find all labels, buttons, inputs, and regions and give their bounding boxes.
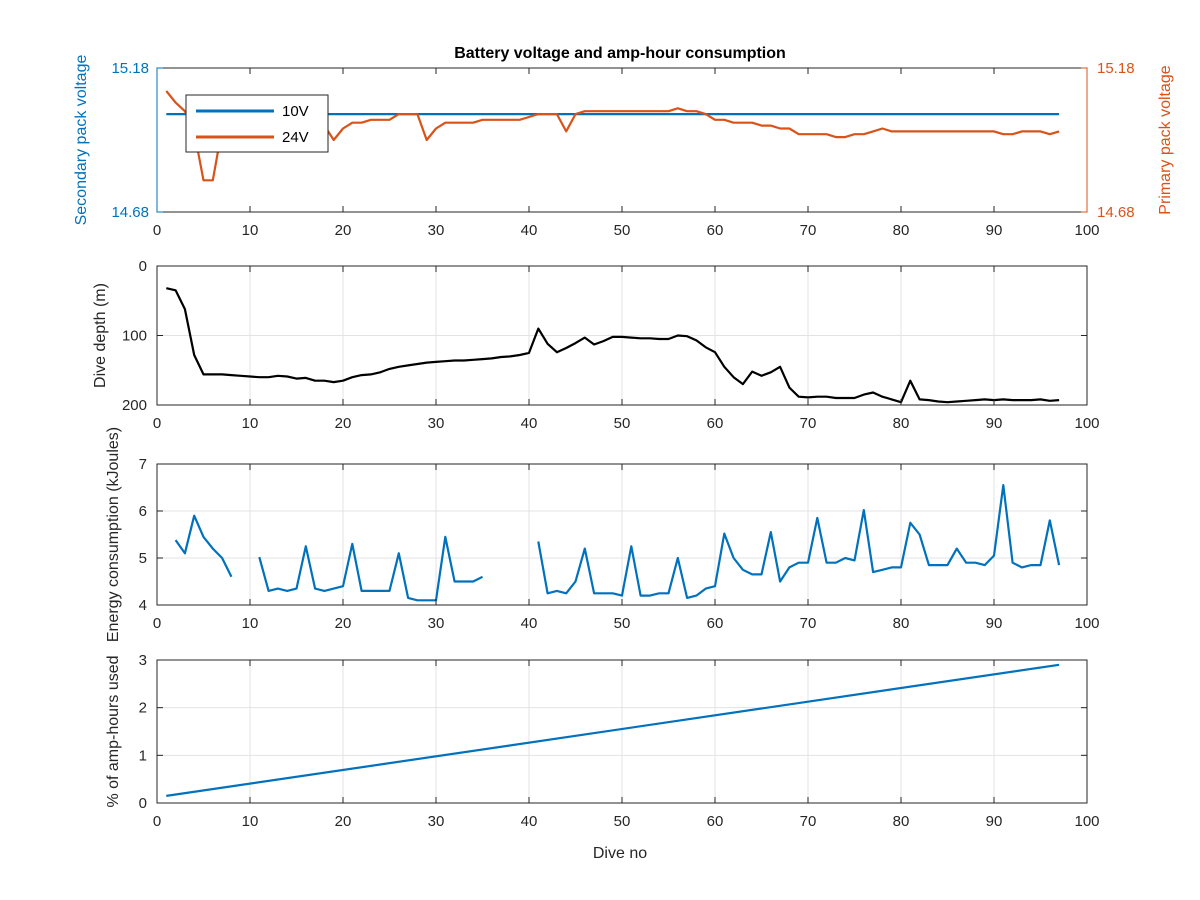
y-tick-label: 0 — [139, 258, 147, 275]
y-tick-label-left: 15.18 — [111, 60, 149, 77]
x-tick-label: 50 — [614, 415, 631, 432]
legend-label-24v: 24V — [282, 129, 309, 146]
y-axis-label-right: Primary pack voltage — [1157, 65, 1174, 214]
x-tick-label: 30 — [428, 415, 445, 432]
x-tick-label: 90 — [986, 813, 1003, 830]
x-tick-label: 70 — [800, 222, 817, 239]
series-line-1 — [166, 663, 1060, 797]
y-tick-label-right: 15.18 — [1097, 60, 1135, 77]
x-tick-label: 20 — [335, 415, 352, 432]
x-tick-label: 100 — [1074, 222, 1099, 239]
y-tick-label: 2 — [139, 700, 147, 717]
x-tick-label: 30 — [428, 813, 445, 830]
legend-box — [185, 94, 329, 153]
x-tick-label: 60 — [707, 415, 724, 432]
x-tick-label: 100 — [1074, 813, 1099, 830]
legend-label-10v: 10V — [282, 103, 309, 120]
x-tick-label: 80 — [893, 415, 910, 432]
x-tick-label: 50 — [614, 813, 631, 830]
y-tick-label-left: 14.68 — [111, 204, 149, 221]
x-tick-label: 10 — [242, 813, 259, 830]
y-axis-label: Energy consumption (kJoules) — [105, 427, 122, 642]
y-tick-label: 5 — [139, 550, 147, 567]
series-line-1 — [166, 287, 1060, 404]
x-tick-label: 0 — [153, 615, 161, 632]
x-tick-label: 70 — [800, 415, 817, 432]
x-tick-label: 80 — [893, 813, 910, 830]
x-tick-label: 20 — [335, 615, 352, 632]
x-tick-label: 40 — [521, 415, 538, 432]
y-tick-label: 200 — [122, 397, 147, 414]
y-tick-label: 100 — [122, 328, 147, 345]
panel-2: 0 10 20 30 40 50 60 70 80 90 100 0 100 200 Dive depth … — [92, 258, 1100, 432]
x-tick-label: 90 — [986, 415, 1003, 432]
x-tick-label: 40 — [521, 222, 538, 239]
y-tick-label: 4 — [139, 597, 147, 614]
x-tick-label: 20 — [335, 813, 352, 830]
x-tick-label: 60 — [707, 222, 724, 239]
x-tick-label: 0 — [153, 415, 161, 432]
x-tick-label: 60 — [707, 813, 724, 830]
x-tick-label: 0 — [153, 813, 161, 830]
x-tick-label: 100 — [1074, 615, 1099, 632]
x-tick-label: 10 — [242, 222, 259, 239]
y-tick-label: 0 — [139, 795, 147, 812]
x-tick-label: 10 — [242, 415, 259, 432]
series-line-1-segment-3 — [537, 484, 1061, 600]
x-tick-label: 30 — [428, 222, 445, 239]
x-tick-label: 70 — [800, 813, 817, 830]
series-line-1-segment-1 — [174, 514, 233, 578]
y-tick-label: 3 — [139, 652, 147, 669]
y-tick-label: 7 — [139, 456, 147, 473]
x-tick-label: 80 — [893, 615, 910, 632]
x-tick-label: 80 — [893, 222, 910, 239]
y-tick-label: 6 — [139, 503, 147, 520]
x-tick-label: 70 — [800, 615, 817, 632]
x-tick-label: 40 — [521, 813, 538, 830]
y-axis-label-left: Secondary pack voltage — [73, 55, 90, 226]
x-tick-label: 0 — [153, 222, 161, 239]
legend: 10V 24V — [185, 94, 329, 153]
x-tick-label: 90 — [986, 222, 1003, 239]
series-line-1-segment-2 — [258, 535, 483, 602]
x-tick-label: 10 — [242, 615, 259, 632]
x-tick-label: 100 — [1074, 415, 1099, 432]
panel-4: 0 10 20 30 40 50 60 70 80 90 100 0 1 2 3 % of amp-hours… — [105, 652, 1100, 830]
x-tick-label: 50 — [614, 615, 631, 632]
x-tick-label: 90 — [986, 615, 1003, 632]
y-tick-label: 1 — [139, 747, 147, 764]
x-tick-label: 50 — [614, 222, 631, 239]
y-axis-label: Dive depth (m) — [92, 283, 109, 388]
y-axis-label: % of amp-hours used — [105, 655, 122, 807]
x-tick-label: 20 — [335, 222, 352, 239]
chart-title: Battery voltage and amp-hour consumption — [454, 45, 786, 62]
panel-3: 0 10 20 30 40 50 60 70 80 90 100 4 5 6 7 Energy consump… — [105, 427, 1100, 642]
x-tick-label: 30 — [428, 615, 445, 632]
x-tick-label: 40 — [521, 615, 538, 632]
y-tick-label-right: 14.68 — [1097, 204, 1135, 221]
x-axis-label: Dive no — [593, 845, 647, 862]
x-tick-label: 60 — [707, 615, 724, 632]
